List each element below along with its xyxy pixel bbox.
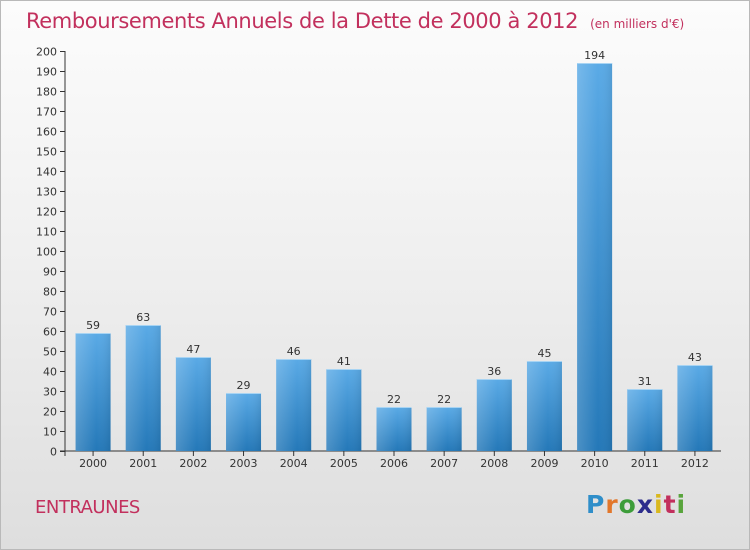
- chart-title-text: Remboursements Annuels de la Dette de 20…: [26, 9, 579, 33]
- x-tick-label: 2000: [79, 457, 107, 470]
- y-tick-label: 60: [43, 326, 57, 339]
- bar-highlight: [75, 333, 111, 451]
- chart-axes: 0 10 20 30 40 50 60 70 80 90 100 110 120 130 140 150 160…: [36, 46, 721, 470]
- x-tick-label: 2004: [280, 457, 308, 470]
- bar-highlight: [226, 393, 262, 451]
- logo-letter: t: [663, 490, 677, 519]
- x-tick-label: 2012: [681, 457, 709, 470]
- bar-highlight: [577, 63, 613, 451]
- value-label: 22: [437, 393, 451, 406]
- y-tick-label: 10: [43, 426, 57, 439]
- value-label: 59: [86, 319, 100, 332]
- logo-letter: i: [654, 490, 664, 519]
- value-label: 45: [537, 347, 551, 360]
- y-tick-label: 130: [36, 186, 57, 199]
- logo-letter: i: [676, 490, 687, 519]
- bar-highlight: [677, 365, 713, 451]
- value-labels-group: 59 63 47 29 46 41 22 22 36 45 194 31 43: [86, 49, 702, 406]
- value-label: 194: [584, 49, 605, 62]
- x-tick-label: 2001: [129, 457, 157, 470]
- y-tick-label: 140: [36, 166, 57, 179]
- y-tick-label: 180: [36, 86, 57, 99]
- commune-name: ENTRAUNES: [35, 497, 140, 518]
- chart-title: Remboursements Annuels de la Dette de 20…: [26, 9, 746, 33]
- value-label: 41: [337, 355, 351, 368]
- bar-highlight: [376, 407, 412, 451]
- logo-letter: r: [605, 490, 619, 519]
- logo-letter: x: [636, 490, 654, 519]
- bars-group: [75, 63, 713, 451]
- chart-unit: (en milliers d'€): [590, 17, 685, 31]
- x-tick-label: 2009: [530, 457, 558, 470]
- logo-letter: o: [618, 490, 637, 519]
- y-tick-label: 170: [36, 106, 57, 119]
- y-tick-label: 80: [43, 286, 57, 299]
- y-tick-label: 110: [36, 226, 57, 239]
- value-label: 29: [237, 379, 251, 392]
- bar-highlight: [175, 357, 211, 451]
- y-tick-label: 0: [50, 446, 57, 459]
- y-tick-label: 30: [43, 386, 57, 399]
- bar-highlight: [526, 361, 562, 451]
- y-tick-label: 70: [43, 306, 57, 319]
- y-tick-label: 40: [43, 366, 57, 379]
- y-tick-label: 150: [36, 146, 57, 159]
- y-tick-label: 50: [43, 346, 57, 359]
- value-label: 47: [186, 343, 200, 356]
- value-label: 46: [287, 345, 301, 358]
- x-tick-label: 2008: [480, 457, 508, 470]
- bar-highlight: [426, 407, 462, 451]
- bar-highlight: [476, 379, 512, 451]
- bar-highlight: [276, 359, 312, 451]
- x-tick-label: 2005: [330, 457, 358, 470]
- bar-highlight: [125, 325, 161, 451]
- y-tick-label: 190: [36, 66, 57, 79]
- y-tick-label: 20: [43, 406, 57, 419]
- value-label: 36: [487, 365, 501, 378]
- bar-highlight: [326, 369, 362, 451]
- value-label: 63: [136, 311, 150, 324]
- x-tick-label: 2010: [581, 457, 609, 470]
- value-label: 43: [688, 351, 702, 364]
- y-tick-label: 90: [43, 266, 57, 279]
- value-label: 31: [638, 375, 652, 388]
- bar-highlight: [627, 389, 663, 451]
- y-tick-label: 200: [36, 46, 57, 59]
- x-tick-label: 2007: [430, 457, 458, 470]
- y-tick-label: 100: [36, 246, 57, 259]
- logo-letter: P: [586, 490, 606, 519]
- x-tick-label: 2002: [179, 457, 207, 470]
- proxiti-logo: Proxiti: [586, 490, 686, 519]
- y-tick-label: 160: [36, 126, 57, 139]
- y-tick-label: 120: [36, 206, 57, 219]
- x-tick-label: 2003: [230, 457, 258, 470]
- x-tick-label: 2011: [631, 457, 659, 470]
- x-tick-label: 2006: [380, 457, 408, 470]
- value-label: 22: [387, 393, 401, 406]
